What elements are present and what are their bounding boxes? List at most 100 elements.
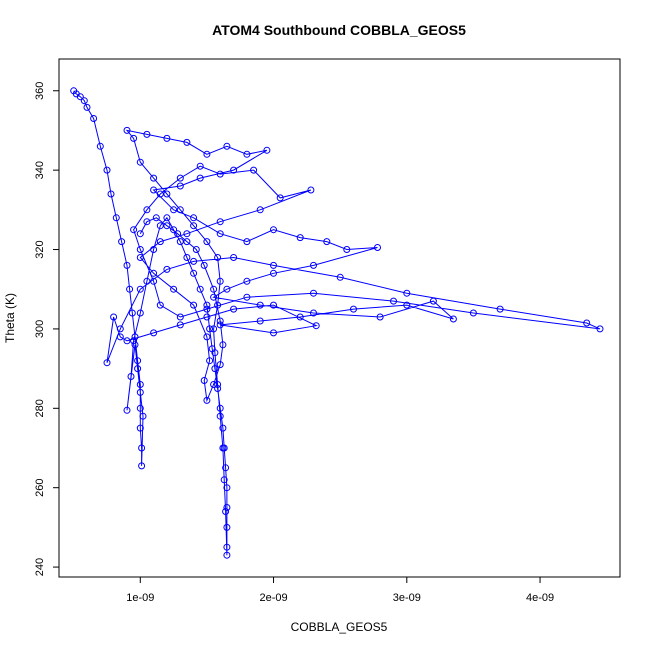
data-point xyxy=(183,238,191,246)
data-point xyxy=(118,238,126,246)
data-point xyxy=(176,206,184,214)
data-point xyxy=(190,301,198,309)
data-point xyxy=(152,214,160,222)
data-point xyxy=(223,543,231,551)
data-point xyxy=(210,325,218,333)
data-point xyxy=(216,277,224,285)
data-point xyxy=(163,265,171,273)
data-point xyxy=(270,261,277,269)
data-point xyxy=(216,361,224,369)
data-point xyxy=(223,484,231,492)
x-tick-label: 4e-09 xyxy=(526,592,554,604)
data-point xyxy=(270,301,277,309)
data-point xyxy=(469,309,477,317)
x-axis: 1e-09 2e-09 3e-09 4e-09 xyxy=(126,576,554,604)
y-axis-label: Theta (K) xyxy=(3,293,17,343)
data-point xyxy=(83,103,91,111)
data-point xyxy=(203,301,211,309)
data-point xyxy=(310,261,317,269)
data-point xyxy=(143,130,151,138)
data-point xyxy=(107,190,115,198)
data-point xyxy=(139,412,147,420)
data-point xyxy=(183,254,191,261)
data-point xyxy=(134,357,142,365)
data-point xyxy=(203,305,211,313)
data-point xyxy=(219,341,227,349)
data-point xyxy=(270,269,277,277)
data-point xyxy=(163,214,171,222)
y-tick-label: 280 xyxy=(34,399,46,417)
data-point xyxy=(190,269,198,277)
data-point xyxy=(230,305,238,313)
data-point xyxy=(136,158,144,166)
data-point xyxy=(156,238,164,246)
data-point xyxy=(223,142,231,150)
data-point xyxy=(296,234,304,242)
data-point xyxy=(143,277,151,285)
data-point xyxy=(243,293,251,301)
data-point xyxy=(216,321,224,329)
data-point xyxy=(403,289,411,297)
data-point xyxy=(136,404,144,412)
data-point xyxy=(150,174,158,182)
data-point xyxy=(130,226,138,234)
data-point xyxy=(203,313,211,321)
data-point xyxy=(203,150,211,158)
data-point xyxy=(429,297,437,305)
y-tick-label: 300 xyxy=(34,320,46,338)
data-point xyxy=(163,134,171,142)
data-point xyxy=(90,115,98,122)
data-point xyxy=(138,444,146,452)
data-point xyxy=(176,182,184,190)
data-point xyxy=(112,214,120,222)
data-point xyxy=(203,238,211,246)
data-point xyxy=(110,313,118,321)
data-point xyxy=(103,166,111,174)
data-point xyxy=(156,222,164,230)
data-point xyxy=(143,218,151,226)
data-point xyxy=(134,365,142,373)
data-point xyxy=(220,476,228,484)
data-point xyxy=(138,462,146,470)
data-point xyxy=(214,381,222,388)
data-point xyxy=(211,365,219,373)
data-point xyxy=(136,230,144,238)
data-point xyxy=(350,305,357,313)
data-point xyxy=(136,309,144,317)
data-point xyxy=(136,388,144,396)
data-point xyxy=(150,269,158,277)
data-point xyxy=(123,126,131,134)
data-point xyxy=(223,285,231,293)
data-point xyxy=(210,293,218,301)
data-point xyxy=(219,424,227,432)
data-point xyxy=(276,194,284,202)
data-point xyxy=(163,222,171,230)
data-point xyxy=(296,313,304,321)
data-point xyxy=(196,174,204,182)
data-point xyxy=(243,238,251,246)
data-point xyxy=(219,444,227,452)
data-point xyxy=(312,322,320,330)
data-point xyxy=(76,93,84,101)
data-point xyxy=(127,373,135,380)
series-line xyxy=(73,90,601,556)
data-point xyxy=(596,325,604,333)
data-point xyxy=(192,246,200,253)
chart-title: ATOM4 Southbound COBBLA_GEOS5 xyxy=(212,22,466,38)
data-point xyxy=(216,218,224,226)
data-point xyxy=(150,277,158,285)
data-point xyxy=(256,317,264,325)
data-point xyxy=(403,301,411,309)
data-point xyxy=(150,329,158,337)
data-point xyxy=(250,166,258,174)
data-point xyxy=(123,261,131,269)
data-point xyxy=(263,146,271,154)
data-point xyxy=(496,305,504,313)
data-point xyxy=(128,309,136,317)
data-point xyxy=(216,170,224,178)
data-point xyxy=(307,186,315,194)
data-point xyxy=(150,246,158,253)
data-point xyxy=(390,297,397,305)
data-point xyxy=(176,321,184,329)
